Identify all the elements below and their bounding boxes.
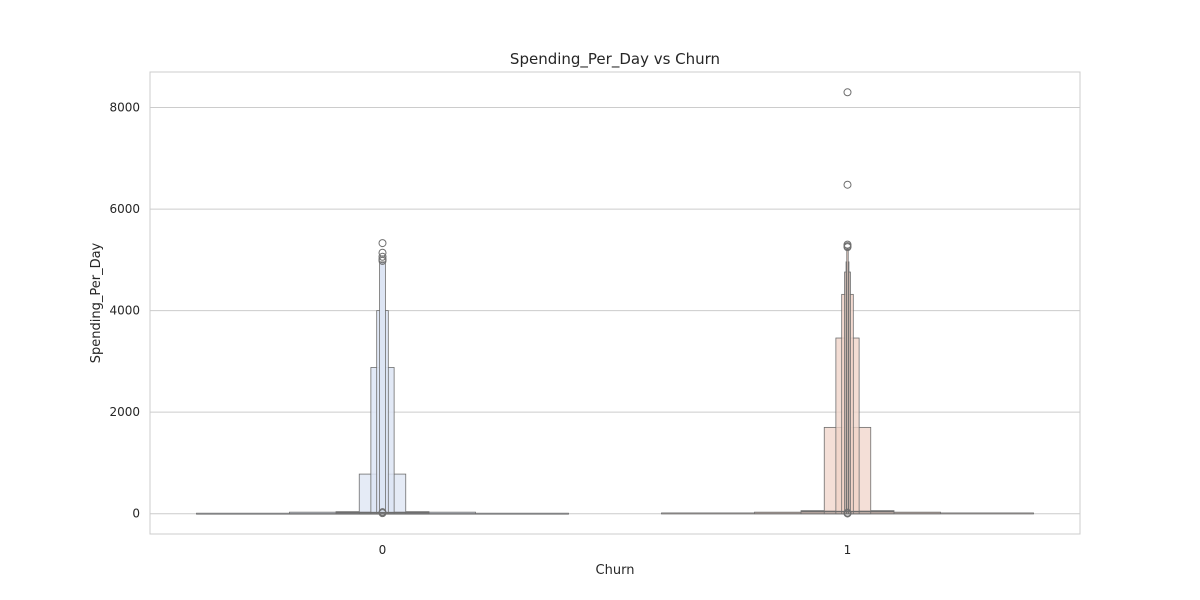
grid-lines	[150, 107, 1080, 515]
outlier-point	[843, 243, 852, 252]
boxen-level	[846, 248, 849, 515]
boxen-level	[379, 261, 386, 515]
boxen-group-0	[196, 239, 569, 518]
outlier-point	[378, 239, 387, 248]
x-tick-label: 0	[379, 543, 387, 557]
plot-area	[149, 71, 1081, 535]
y-tick-label: 6000	[109, 202, 140, 216]
boxen-groups	[196, 88, 1034, 518]
chart-title: Spending_Per_Day vs Churn	[510, 50, 720, 69]
y-tick-label: 2000	[109, 405, 140, 419]
outlier-point	[378, 256, 387, 265]
y-tick-label: 4000	[109, 304, 140, 318]
x-axis-label: Churn	[596, 563, 635, 578]
outlier-point	[843, 180, 852, 189]
boxen-group-1	[661, 88, 1034, 518]
x-tick-label: 1	[844, 543, 852, 557]
outlier-point	[843, 509, 852, 518]
outlier-point	[378, 509, 387, 518]
y-axis-label: Spending_Per_Day	[89, 242, 104, 363]
y-tick-labels: 0 2000 4000 6000 8000	[109, 101, 140, 521]
outlier-point	[378, 252, 387, 261]
y-tick-label: 8000	[109, 101, 140, 115]
outlier-point	[378, 248, 387, 257]
outlier-point	[843, 88, 852, 97]
y-tick-label: 0	[132, 507, 140, 521]
